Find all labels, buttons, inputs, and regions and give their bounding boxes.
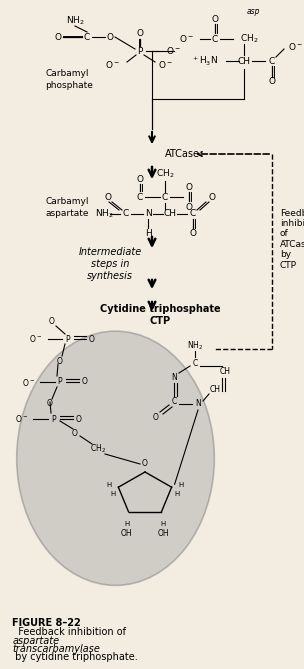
Text: P: P xyxy=(52,415,56,423)
Text: O$^-$: O$^-$ xyxy=(166,45,181,56)
Text: Feedback
inhibition
of
ATCase
by
CTP: Feedback inhibition of ATCase by CTP xyxy=(280,209,304,270)
Text: CH$_2$: CH$_2$ xyxy=(156,168,174,180)
Text: C: C xyxy=(171,397,177,407)
Text: O: O xyxy=(185,203,192,211)
Text: Intermediate
steps in
synthesis: Intermediate steps in synthesis xyxy=(78,248,142,280)
Text: CH: CH xyxy=(209,385,220,393)
Text: Cytidine triphosphate: Cytidine triphosphate xyxy=(100,304,220,314)
Text: H: H xyxy=(124,520,129,527)
Text: O: O xyxy=(54,33,61,41)
Text: CTP: CTP xyxy=(150,316,171,326)
Text: N: N xyxy=(145,209,151,219)
Text: OH: OH xyxy=(121,529,132,539)
Text: FIGURE 8–22: FIGURE 8–22 xyxy=(12,618,81,628)
Text: transcarbamylase: transcarbamylase xyxy=(12,644,100,654)
Text: O: O xyxy=(142,460,148,468)
Text: P: P xyxy=(137,47,143,56)
Text: H: H xyxy=(107,482,112,488)
Text: phosphate: phosphate xyxy=(45,82,93,90)
Text: O: O xyxy=(212,15,219,23)
Text: H: H xyxy=(174,491,179,497)
Text: O: O xyxy=(268,78,275,86)
Text: by cytidine triphosphate.: by cytidine triphosphate. xyxy=(12,652,138,662)
Text: CH: CH xyxy=(164,209,177,219)
Text: O: O xyxy=(89,334,95,343)
Text: $^+$H$_3$N: $^+$H$_3$N xyxy=(191,54,218,68)
Text: asp: asp xyxy=(247,7,261,15)
Text: P: P xyxy=(58,377,62,387)
Text: C: C xyxy=(212,35,218,43)
Text: CH$_2$: CH$_2$ xyxy=(240,33,258,45)
Text: O: O xyxy=(82,377,88,387)
Text: H: H xyxy=(178,482,183,488)
Text: O$^-$: O$^-$ xyxy=(288,41,303,52)
Text: H: H xyxy=(161,520,166,527)
Text: C: C xyxy=(123,209,129,219)
Text: C: C xyxy=(192,359,198,367)
Text: C: C xyxy=(190,209,196,219)
Text: aspartate: aspartate xyxy=(12,636,59,646)
Text: OH: OH xyxy=(158,529,169,539)
Text: O: O xyxy=(72,429,78,438)
Text: H: H xyxy=(111,491,116,497)
Text: O$^-$: O$^-$ xyxy=(105,60,120,70)
Text: C: C xyxy=(269,56,275,66)
Text: P: P xyxy=(66,334,70,343)
Text: C: C xyxy=(162,193,168,201)
Text: aspartate: aspartate xyxy=(45,209,88,217)
Text: H: H xyxy=(145,229,151,239)
Text: C: C xyxy=(137,193,143,201)
Text: O: O xyxy=(105,193,112,201)
Text: NH$_2$: NH$_2$ xyxy=(187,340,203,353)
Text: N: N xyxy=(171,373,177,383)
Text: CH: CH xyxy=(237,56,250,66)
Text: O$^-$: O$^-$ xyxy=(158,60,173,70)
Text: O$^-$: O$^-$ xyxy=(179,33,194,45)
Text: O: O xyxy=(49,318,55,326)
Text: ATCase: ATCase xyxy=(165,149,200,159)
Text: O: O xyxy=(76,415,82,423)
Text: N: N xyxy=(195,399,201,409)
Text: O: O xyxy=(153,413,159,423)
Text: O: O xyxy=(185,183,192,191)
Text: Carbamyl: Carbamyl xyxy=(45,197,88,205)
Text: C: C xyxy=(84,33,90,41)
Text: O: O xyxy=(47,399,53,409)
Text: O: O xyxy=(136,175,143,183)
Text: O$^-$: O$^-$ xyxy=(29,334,42,345)
Text: CH: CH xyxy=(219,367,230,377)
Text: NH$_2$: NH$_2$ xyxy=(66,15,84,27)
Text: O: O xyxy=(106,33,113,41)
Text: O$^-$: O$^-$ xyxy=(15,413,28,425)
Text: Carbamyl: Carbamyl xyxy=(45,70,88,78)
Text: O: O xyxy=(57,357,63,365)
Text: O: O xyxy=(209,193,216,201)
Ellipse shape xyxy=(17,331,214,585)
Text: O: O xyxy=(189,229,196,239)
Text: CH$_2$: CH$_2$ xyxy=(90,443,106,455)
Text: O: O xyxy=(136,29,143,39)
Text: O$^-$: O$^-$ xyxy=(22,377,35,387)
Text: Feedback inhibition of: Feedback inhibition of xyxy=(12,627,129,637)
Text: NH$_2$: NH$_2$ xyxy=(95,208,114,220)
